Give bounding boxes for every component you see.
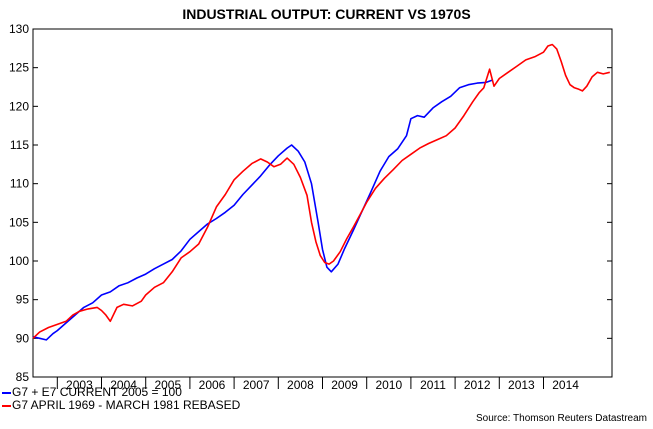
x-tick-label: 2005 xyxy=(154,378,181,392)
x-tick-label: 2012 xyxy=(464,378,491,392)
legend-item-current: G7 + E7 CURRENT 2005 = 100 xyxy=(2,386,240,399)
y-tick-label: 120 xyxy=(9,99,29,113)
y-tick-label: 125 xyxy=(9,61,29,75)
series-line-1970s xyxy=(32,43,610,339)
legend-swatch-current xyxy=(2,391,11,394)
y-tick-label: 105 xyxy=(9,215,29,229)
y-tick-label: 110 xyxy=(10,177,29,191)
x-tick-label: 2013 xyxy=(508,378,535,392)
legend-label-1970s: G7 APRIL 1969 - MARCH 1981 REBASED xyxy=(12,398,241,412)
x-tick-label: 2014 xyxy=(552,378,579,392)
y-tick-label: 95 xyxy=(16,293,30,307)
y-tick-label: 90 xyxy=(16,331,30,345)
legend-swatch-1970s xyxy=(2,404,11,407)
y-axis: 85 90 95 100 105 110 115 120 125 130 xyxy=(9,22,612,384)
x-tick-label: 2006 xyxy=(199,378,226,392)
x-tick-label: 2003 xyxy=(66,378,93,392)
x-tick-label: 2007 xyxy=(243,378,270,392)
plot-frame-rect xyxy=(32,28,613,378)
y-tick-label: 115 xyxy=(10,138,29,152)
y-tick-label: 100 xyxy=(9,254,29,268)
legend-label-current: G7 + E7 CURRENT 2005 = 100 xyxy=(12,385,182,399)
y-tick-label: 130 xyxy=(9,22,29,36)
x-tick-label: 2008 xyxy=(287,378,314,392)
y-tick-label: 85 xyxy=(16,370,30,384)
chart-title: INDUSTRIAL OUTPUT: CURRENT VS 1970S xyxy=(182,6,471,22)
x-tick-label: 2010 xyxy=(375,378,402,392)
source-note: Source: Thomson Reuters Datastream xyxy=(475,413,647,424)
plot-frame xyxy=(32,28,613,378)
series-group xyxy=(32,43,610,341)
x-tick-label: 2004 xyxy=(110,378,137,392)
x-tick-label: 2009 xyxy=(331,378,358,392)
legend-item-1970s: G7 APRIL 1969 - MARCH 1981 REBASED xyxy=(2,399,240,412)
legend: G7 + E7 CURRENT 2005 = 100 G7 APRIL 1969… xyxy=(2,386,240,412)
x-tick-label: 2011 xyxy=(420,378,446,392)
x-axis: 2003 2004 2005 2006 2007 2008 2009 2010 2011 2012… xyxy=(56,377,579,392)
series-line-current xyxy=(32,79,493,341)
